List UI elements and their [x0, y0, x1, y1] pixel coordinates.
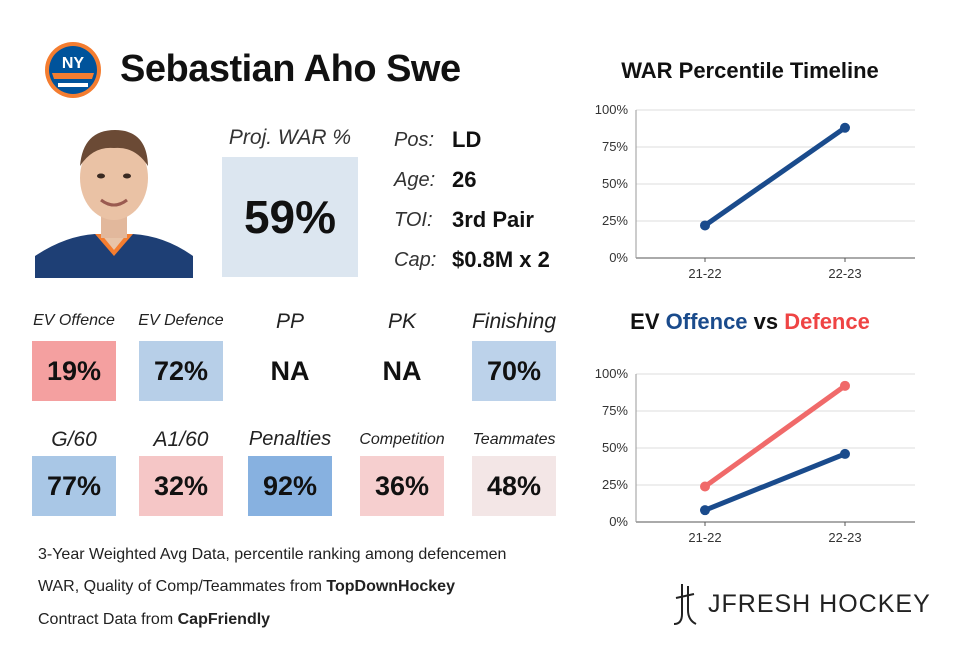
offence-data-point	[700, 505, 710, 516]
proj-war-label: Proj. WAR %	[228, 126, 352, 149]
penalties-value: 92%	[248, 456, 332, 516]
finishing-value: 70%	[472, 341, 556, 401]
note-contract-source: Contract Data from CapFriendly	[38, 611, 270, 629]
y-tick-label: 75%	[602, 139, 628, 154]
war-data-point	[840, 122, 850, 133]
ev-defence-value: 72%	[139, 341, 223, 401]
capfriendly-credit: CapFriendly	[177, 611, 271, 628]
teammates-value: 48%	[472, 456, 556, 516]
age-value: 26	[452, 167, 477, 192]
x-tick-label: 21-22	[688, 530, 721, 545]
y-tick-label: 0%	[609, 514, 628, 529]
war-series-line	[702, 125, 848, 228]
note-methodology: 3-Year Weighted Avg Data, percentile ran…	[38, 546, 507, 563]
finishing-label: Finishing	[471, 310, 557, 333]
y-tick-label: 50%	[602, 176, 628, 191]
pos-value: LD	[452, 127, 482, 152]
pp-label: PP	[275, 310, 304, 333]
war-timeline-title: WAR Percentile Timeline	[621, 58, 879, 83]
competition-value: 36%	[360, 456, 444, 516]
note-war-source-text: WAR, Quality of Comp/Teammates from	[38, 578, 327, 595]
y-tick-label: 0%	[609, 250, 628, 265]
a160-label: A1/60	[153, 428, 209, 451]
title-defence: Defence	[784, 309, 870, 334]
g60-label: G/60	[51, 428, 97, 451]
player-name: Sebastian Aho Swe	[120, 48, 461, 90]
y-tick-label: 50%	[602, 440, 628, 455]
y-tick-label: 100%	[595, 366, 629, 381]
a160-value: 32%	[139, 456, 223, 516]
y-tick-label: 75%	[602, 403, 628, 418]
y-tick-label: 25%	[602, 213, 628, 228]
x-tick-label: 22-23	[828, 530, 861, 545]
topdownhockey-credit: TopDownHockey	[326, 578, 455, 595]
toi-value: 3rd Pair	[452, 207, 534, 232]
cap-value: $0.8M x 2	[452, 247, 550, 272]
penalties-label: Penalties	[248, 428, 332, 450]
jfresh-logo-icon	[673, 584, 697, 625]
pos-label: Pos:	[394, 129, 435, 151]
y-tick-label: 100%	[595, 102, 629, 117]
title-ev: EV	[630, 309, 666, 334]
y-tick-label: 25%	[602, 477, 628, 492]
title-vs: vs	[747, 309, 785, 334]
player-photo	[35, 116, 193, 278]
ev-offence-defence-chart: 0% 25% 50% 75% 100% 21-22 22-23	[595, 366, 915, 545]
defence-data-point	[700, 481, 710, 492]
ev-offence-value: 19%	[32, 341, 116, 401]
g60-value: 77%	[32, 456, 116, 516]
brand-name: JFRESH HOCKEY	[708, 590, 931, 618]
x-tick-label: 21-22	[688, 266, 721, 281]
pp-value: NA	[248, 341, 332, 401]
title-offence: Offence	[665, 309, 748, 334]
x-tick-label: 22-23	[828, 266, 861, 281]
ev-defence-label: EV Defence	[138, 312, 224, 329]
cap-label: Cap:	[394, 249, 437, 271]
pk-value: NA	[360, 341, 444, 401]
defence-data-point	[840, 380, 850, 391]
defence-series-line	[702, 383, 848, 489]
competition-label: Competition	[359, 431, 445, 448]
teammates-label: Teammates	[472, 431, 556, 448]
team-logo: NY	[45, 42, 101, 98]
age-label: Age:	[394, 169, 436, 191]
war-data-point	[700, 220, 710, 231]
proj-war-value: 59%	[222, 157, 358, 277]
offence-data-point	[840, 448, 850, 459]
svg-text:NY: NY	[62, 55, 85, 72]
offence-series-line	[702, 451, 848, 513]
pk-label: PK	[387, 310, 416, 333]
note-contract-source-text: Contract Data from	[38, 611, 178, 628]
toi-label: TOI:	[394, 209, 433, 231]
ev-offence-defence-title: EV Offence vs Defence	[580, 309, 920, 335]
note-war-source: WAR, Quality of Comp/Teammates from TopD…	[38, 578, 455, 596]
war-timeline-chart: 0% 25% 50% 75% 100% 21-22 22-23	[595, 102, 915, 281]
ev-offence-label: EV Offence	[33, 312, 115, 329]
